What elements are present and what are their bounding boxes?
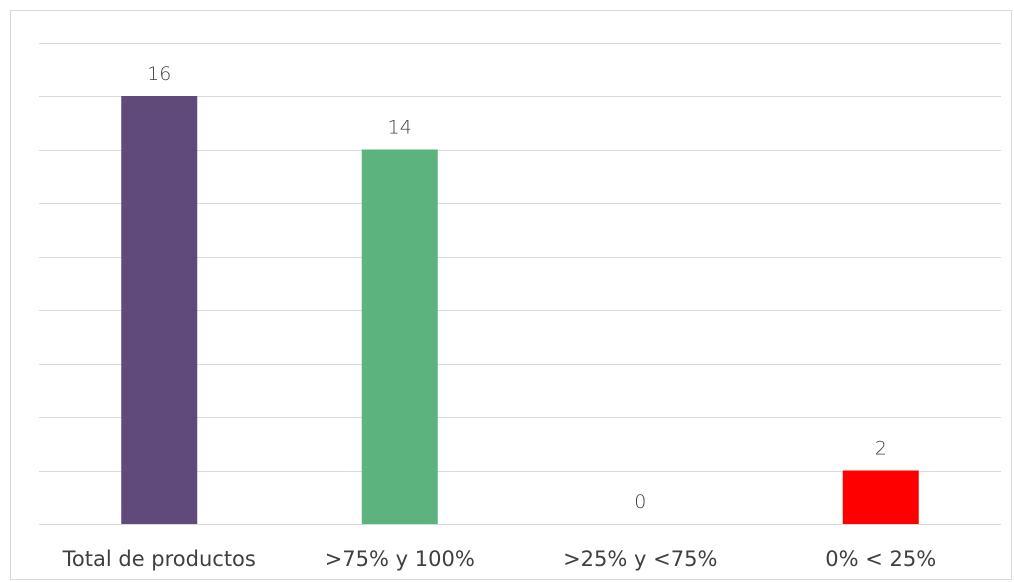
category-tick-label: Total de productos bbox=[62, 547, 256, 571]
bar-chart: 16 14 0 2 Total de productos >75% y 100% >25%… bbox=[39, 43, 1001, 571]
data-labels: 16 14 0 2 bbox=[147, 63, 887, 513]
chart-frame: 16 14 0 2 Total de productos >75% y 100% >25%… bbox=[10, 10, 1012, 580]
data-label: 0 bbox=[634, 491, 646, 513]
category-tick-label: >75% y 100% bbox=[325, 547, 475, 571]
bar bbox=[842, 470, 919, 524]
gridlines bbox=[39, 43, 1001, 525]
bar bbox=[121, 96, 198, 524]
category-tick-label: >25% y <75% bbox=[563, 547, 717, 571]
data-label: 2 bbox=[875, 438, 887, 460]
category-axis: Total de productos >75% y 100% >25% y <75%… bbox=[62, 547, 937, 571]
bars bbox=[121, 96, 919, 524]
category-tick-label: 0% < 25% bbox=[825, 547, 936, 571]
data-label: 14 bbox=[388, 117, 412, 139]
data-label: 16 bbox=[147, 63, 171, 85]
bar bbox=[361, 149, 438, 524]
